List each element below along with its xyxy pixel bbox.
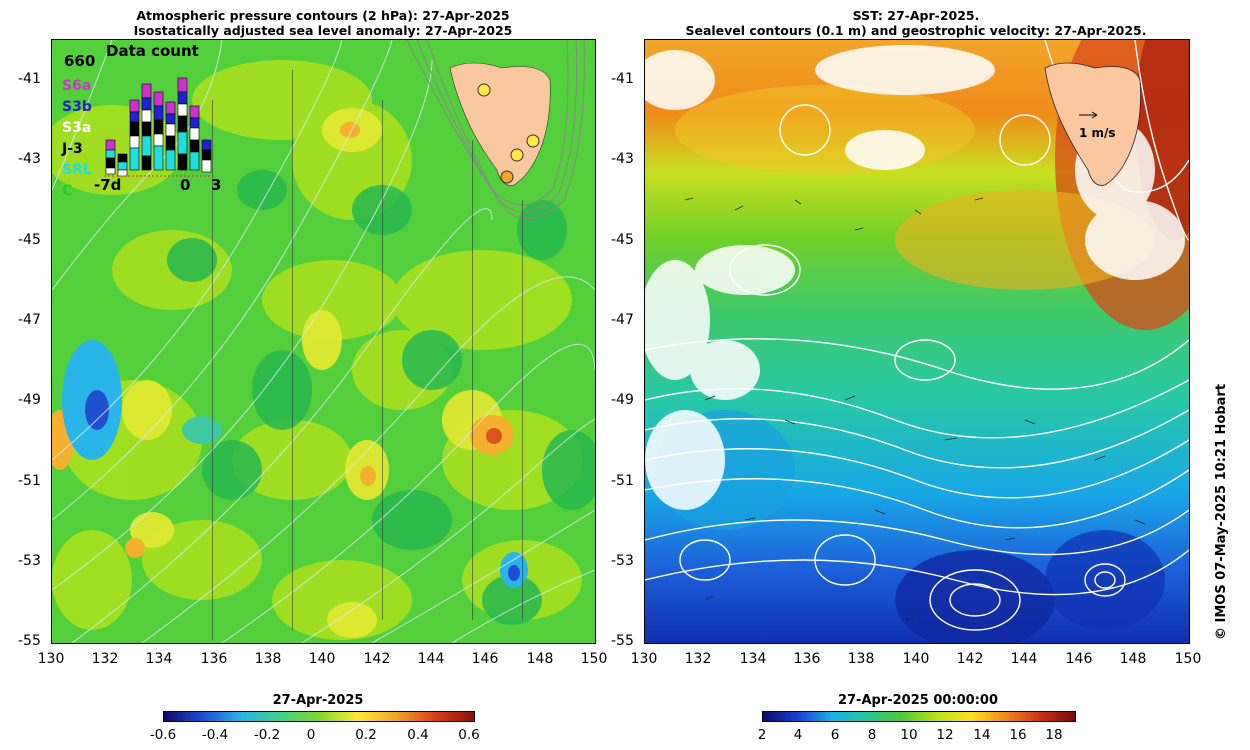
- x-tick: 134: [145, 651, 173, 667]
- y-tick: -47: [18, 312, 41, 328]
- y-tick: -43: [18, 151, 41, 167]
- colorbar-tick: 0.6: [458, 727, 480, 743]
- right-colorbar-date: 27-Apr-2025 00:00:00: [837, 693, 999, 708]
- y-tick: -47: [611, 312, 634, 328]
- x-tick: 146: [471, 651, 499, 667]
- colorbar-tick: 8: [867, 727, 877, 743]
- sst-colorbar: [762, 711, 1076, 722]
- velocity-scale-arrow: [1079, 111, 1098, 119]
- left-panel-title: Atmospheric pressure contours (2 hPa): 2…: [52, 8, 594, 38]
- data-count-title: Data count: [106, 42, 199, 60]
- x-tick: 130: [630, 651, 658, 667]
- y-tick: -43: [611, 151, 634, 167]
- colorbar-tick: 14: [973, 727, 991, 743]
- left-colorbar-date: 27-Apr-2025: [272, 693, 364, 708]
- x-tick: 136: [793, 651, 821, 667]
- colorbar-tick: 0: [306, 727, 316, 743]
- data-count-bars: [104, 77, 214, 177]
- data-count-max: 660: [64, 52, 96, 70]
- colorbar-tick: 16: [1009, 727, 1027, 743]
- sea-level-anomaly-field: [52, 40, 595, 643]
- x-tick: 150: [580, 651, 608, 667]
- colorbar-tick: 2: [757, 727, 767, 743]
- y-tick: -53: [18, 553, 41, 569]
- colorbar-tick: -0.6: [149, 727, 177, 743]
- right-panel-title: SST: 27-Apr-2025. Sealevel contours (0.1…: [644, 8, 1188, 38]
- left-title-line1: Atmospheric pressure contours (2 hPa): 2…: [136, 8, 510, 23]
- x-tick: 138: [254, 651, 282, 667]
- velocity-scale-label: 1 m/s: [1079, 126, 1116, 140]
- y-tick: -45: [18, 232, 41, 248]
- x-tick: 136: [200, 651, 228, 667]
- x-tick: 146: [1065, 651, 1093, 667]
- colorbar-tick: -0.4: [201, 727, 229, 743]
- inset-x-label-start: -7d: [94, 176, 122, 194]
- satellite-legend: S6a S3b S3a J-3 SRL C: [62, 76, 92, 202]
- colorbar-tick: 18: [1045, 727, 1063, 743]
- tasmania-land: [449, 62, 551, 186]
- data-count-inset: 660 Data count S6a S3b S3a J-3 SRL C: [54, 42, 221, 199]
- colorbar-tick: 0.4: [407, 727, 429, 743]
- x-tick: 132: [684, 651, 712, 667]
- tasmania-land-right: [1044, 62, 1141, 186]
- x-tick: 142: [363, 651, 391, 667]
- left-title-line2: Isostatically adjusted sea level anomaly…: [133, 23, 513, 38]
- right-title-line2: Sealevel contours (0.1 m) and geostrophi…: [685, 23, 1147, 38]
- x-tick: 148: [1119, 651, 1147, 667]
- y-tick: -45: [611, 232, 634, 248]
- x-tick: 140: [308, 651, 336, 667]
- sea-level-colorbar: [163, 711, 475, 722]
- colorbar-tick: 6: [830, 727, 840, 743]
- sea-level-anomaly-map[interactable]: 660 Data count S6a S3b S3a J-3 SRL C: [51, 39, 596, 644]
- imos-credit: © IMOS 07-May-2025 10:21 Hobart: [1214, 383, 1229, 640]
- x-tick: 130: [37, 651, 65, 667]
- x-tick: 142: [956, 651, 984, 667]
- y-tick: -49: [18, 392, 41, 408]
- x-tick: 144: [1010, 651, 1038, 667]
- colorbar-tick: 4: [793, 727, 803, 743]
- y-tick: -41: [18, 71, 41, 87]
- x-tick: 138: [847, 651, 875, 667]
- colorbar-tick: 0.2: [355, 727, 377, 743]
- inset-x-label-end: 3: [211, 176, 222, 194]
- colorbar-tick: 12: [936, 727, 954, 743]
- y-tick: -41: [611, 71, 634, 87]
- y-tick: -51: [18, 473, 41, 489]
- y-tick: -49: [611, 392, 634, 408]
- x-tick: 140: [902, 651, 930, 667]
- x-tick: 144: [417, 651, 445, 667]
- tide-gauge-markers: [477, 83, 540, 184]
- y-tick: -55: [18, 633, 41, 649]
- legend-s3a: S3a: [62, 120, 92, 136]
- colorbar-tick: -0.2: [253, 727, 281, 743]
- legend-s6a: S6a: [62, 78, 92, 94]
- right-title-line1: SST: 27-Apr-2025.: [852, 8, 980, 23]
- y-tick: -53: [611, 553, 634, 569]
- legend-c: C: [62, 183, 73, 199]
- inset-x-label-zero: 0: [180, 176, 191, 194]
- x-tick: 148: [526, 651, 554, 667]
- sst-field: [645, 40, 1189, 643]
- legend-srl: SRL: [62, 162, 92, 178]
- x-tick: 150: [1174, 651, 1202, 667]
- y-tick: -55: [611, 633, 634, 649]
- x-tick: 132: [91, 651, 119, 667]
- colorbar-tick: 10: [900, 727, 918, 743]
- sst-map[interactable]: 1 m/s: [644, 39, 1190, 644]
- y-tick: -51: [611, 473, 634, 489]
- legend-j3: J-3: [62, 141, 83, 157]
- x-tick: 134: [739, 651, 767, 667]
- legend-s3b: S3b: [62, 99, 92, 115]
